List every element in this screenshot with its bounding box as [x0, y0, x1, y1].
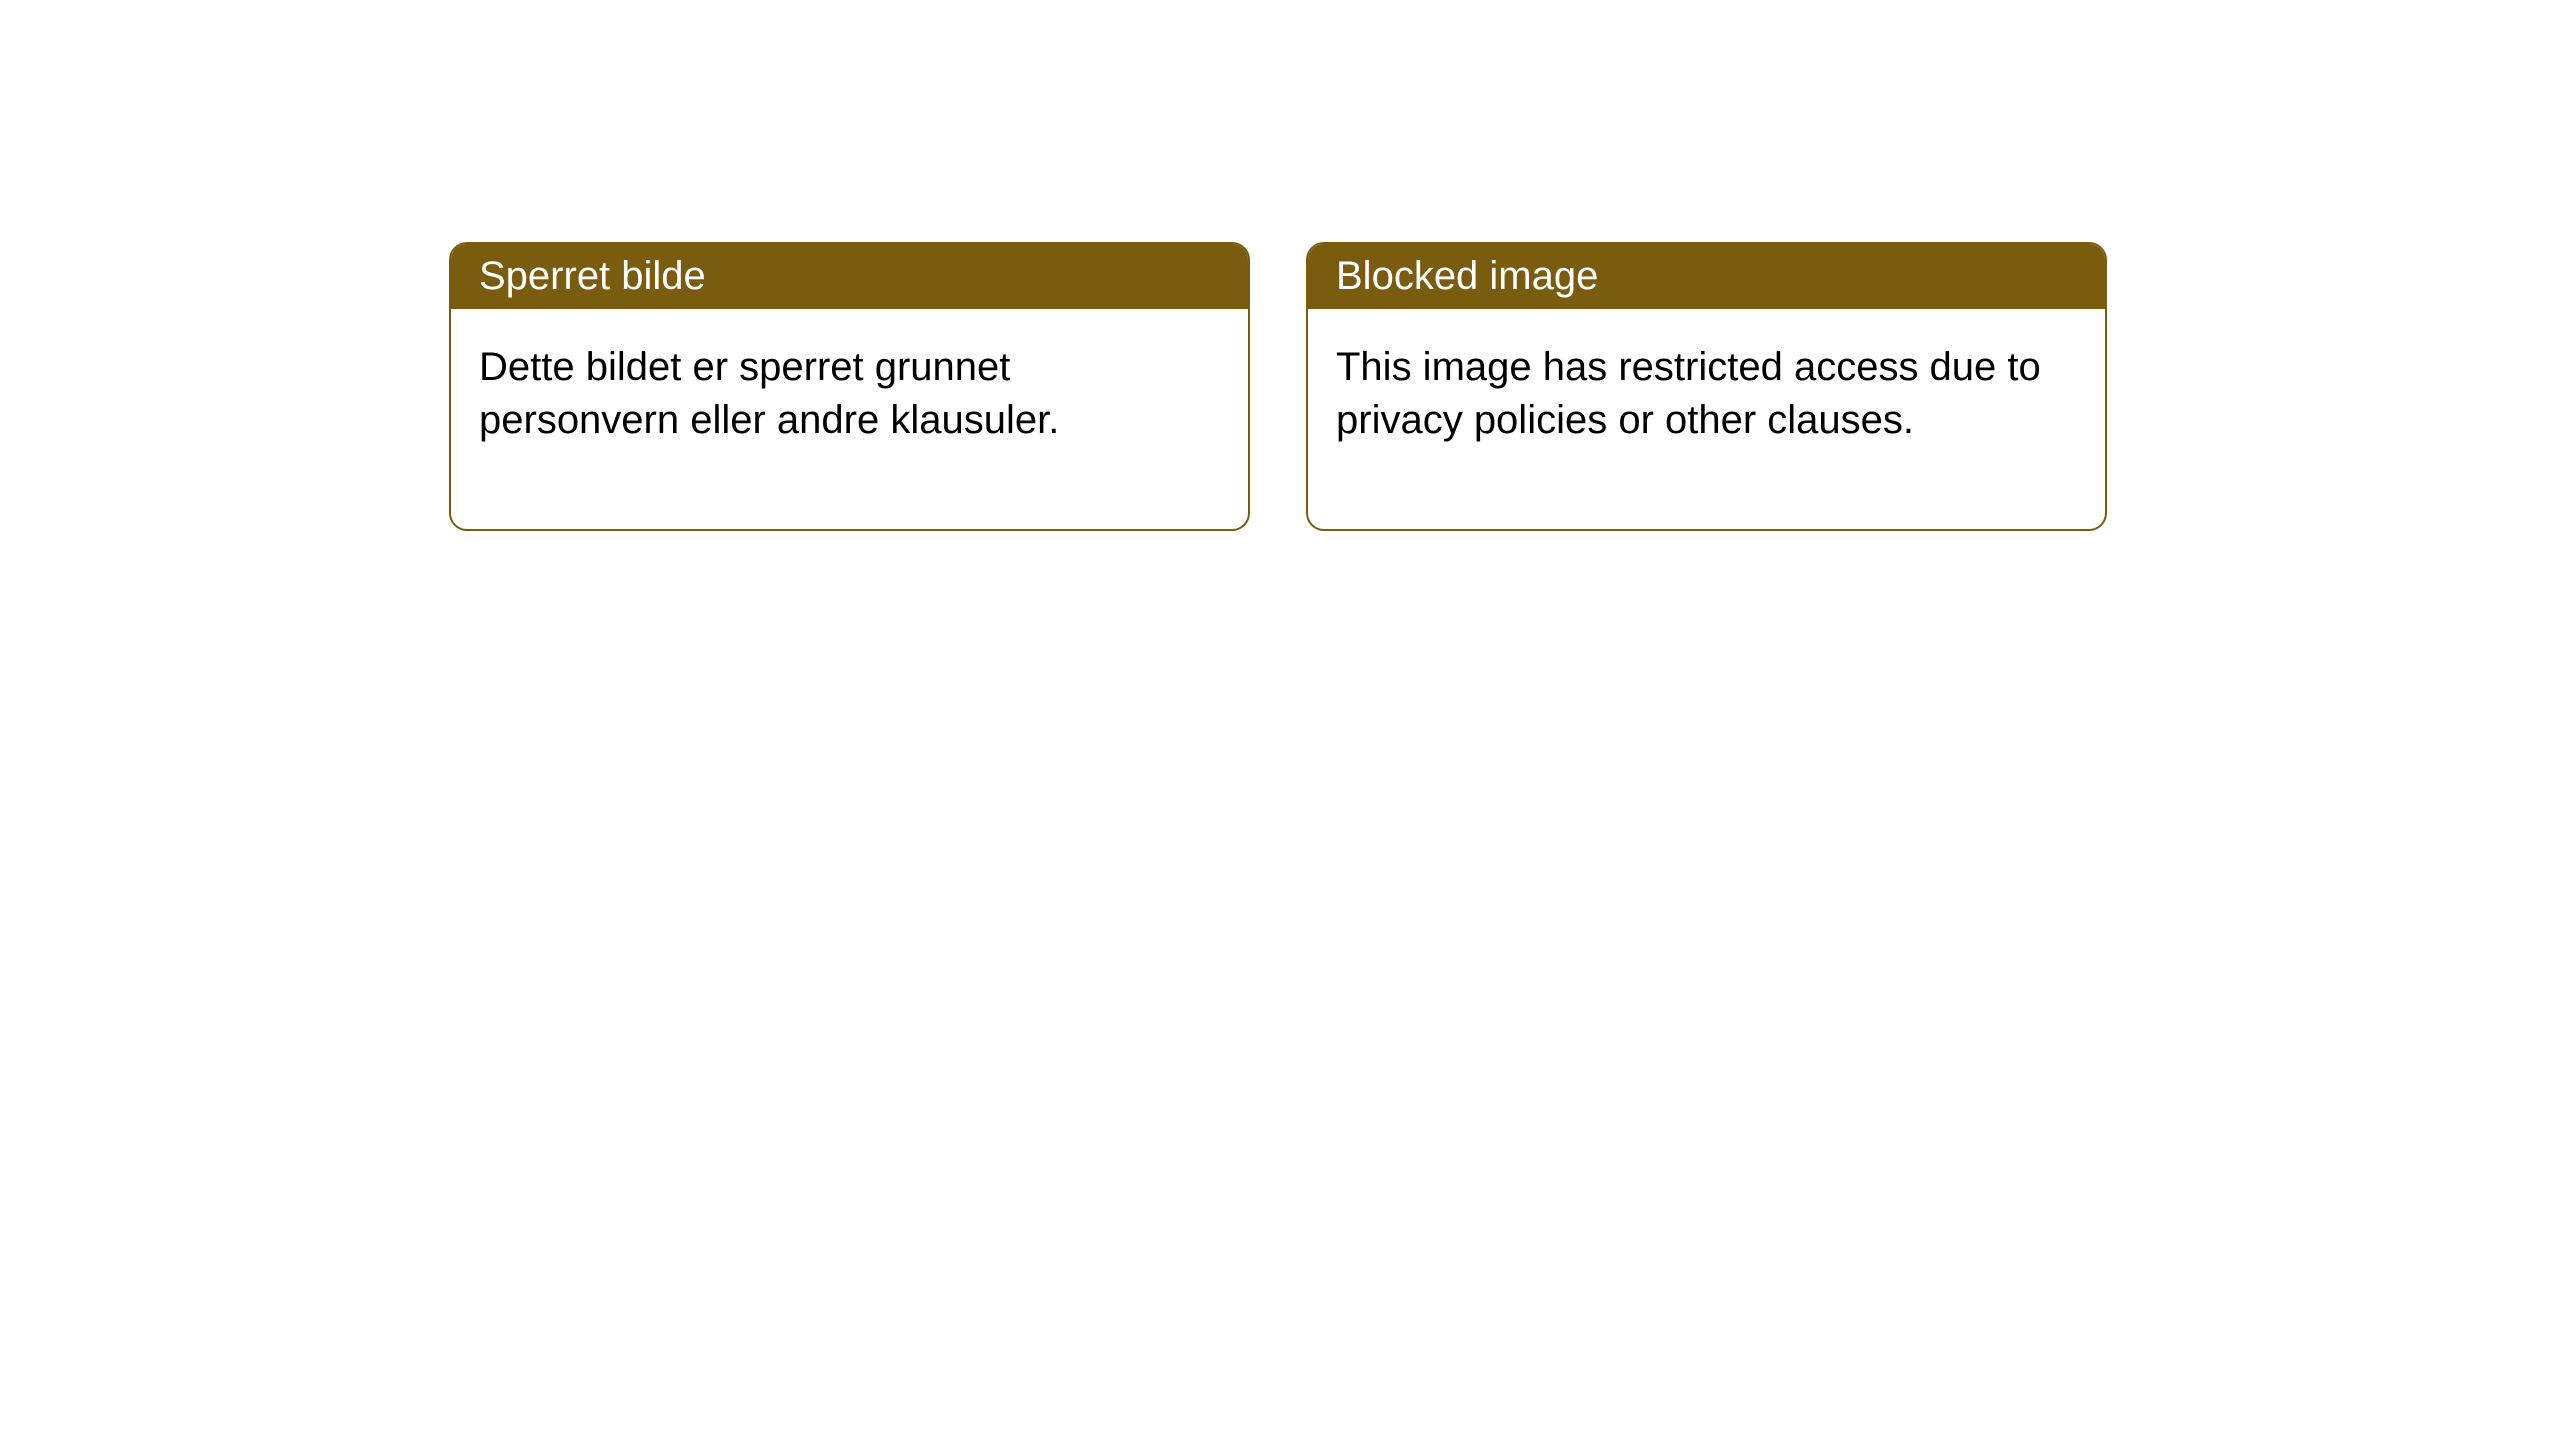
- notice-body: Dette bildet er sperret grunnet personve…: [451, 309, 1248, 529]
- notice-body: This image has restricted access due to …: [1308, 309, 2105, 529]
- notice-header: Blocked image: [1308, 244, 2105, 309]
- notice-box-english: Blocked image This image has restricted …: [1306, 242, 2107, 531]
- notice-header: Sperret bilde: [451, 244, 1248, 309]
- notice-container: Sperret bilde Dette bildet er sperret gr…: [449, 242, 2107, 531]
- notice-box-norwegian: Sperret bilde Dette bildet er sperret gr…: [449, 242, 1250, 531]
